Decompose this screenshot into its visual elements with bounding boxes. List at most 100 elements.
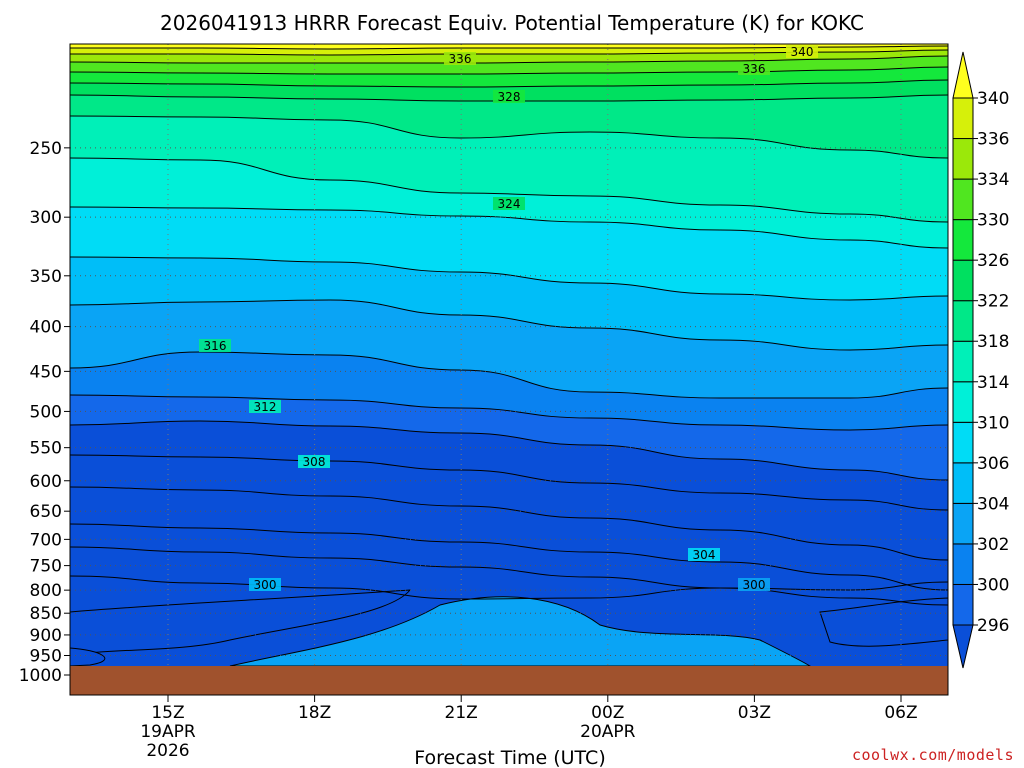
colorbar-label: 340 [977, 89, 1009, 109]
colorbar-label: 296 [977, 616, 1009, 636]
x-axis-label: Forecast Time (UTC) [414, 747, 605, 768]
contour-line [70, 256, 948, 301]
contour-label: 300 [743, 578, 766, 592]
contour-labels: 340 336 336 328 324 316 312 308 304 300 300 [199, 45, 818, 592]
contour-label-bg [493, 197, 525, 210]
colorbar-bottom-arrow [952, 624, 974, 669]
contour-label-bg [786, 45, 818, 58]
x-tick-label: 06Z [884, 703, 917, 723]
x-tick-year: 2026 [146, 741, 189, 761]
chart-title: 2026041913 HRRR Forecast Equiv. Potentia… [160, 11, 864, 35]
colorbar-segment [952, 259, 974, 302]
contour-label: 324 [498, 197, 521, 211]
contour-label: 304 [693, 548, 716, 562]
plot-frame [69, 43, 949, 696]
contour-label: 312 [254, 400, 277, 414]
colorbar-segment [952, 502, 974, 545]
colorbar-segment [952, 300, 974, 342]
colorbar-segment [952, 583, 974, 626]
contour-label-bg [199, 339, 231, 352]
theta-e-band [819, 597, 948, 647]
x-tick-label: 18Z [298, 703, 331, 723]
contour-label: 340 [791, 45, 814, 59]
theta-e-band [229, 596, 811, 666]
colorbar-label: 314 [977, 373, 1009, 393]
contour-line [70, 79, 948, 88]
colorbar-segment [952, 421, 974, 464]
contour-line [70, 299, 948, 351]
theta-e-band [70, 647, 106, 666]
colorbar-segment [952, 543, 974, 585]
contour-label: 308 [303, 455, 326, 469]
contour-label: 316 [204, 339, 227, 353]
colorbar-segment [952, 462, 974, 504]
colorbar-segment [952, 138, 974, 180]
y-tick-label: 850 [30, 604, 62, 624]
x-tick-date: 20APR [580, 722, 636, 742]
plot-area [69, 43, 949, 696]
y-tick-label: 1000 [19, 666, 62, 686]
contour-line [70, 157, 948, 223]
colorbar-segment [952, 97, 974, 140]
colorbar-segment [952, 219, 974, 261]
contour-label-bg [249, 578, 281, 591]
colorbar-label: 304 [977, 494, 1009, 514]
colorbar-segment [952, 178, 974, 221]
y-tick-label: 950 [30, 646, 62, 666]
colorbar-label: 318 [977, 332, 1009, 352]
contour-line [70, 206, 948, 249]
colorbar-label: 302 [977, 535, 1009, 555]
y-tick-label: 700 [30, 530, 62, 550]
contour-line [70, 115, 948, 159]
x-tick-label: 03Z [738, 703, 771, 723]
colorbar-label: 330 [977, 211, 1009, 231]
colorbar-label: 322 [977, 292, 1009, 312]
contour-line [70, 486, 948, 561]
contour-line [70, 394, 948, 431]
colorbar-label: 310 [977, 413, 1009, 433]
colorbar-label: 300 [977, 575, 1009, 595]
contour-line [70, 546, 948, 606]
y-tick-label: 400 [30, 318, 62, 338]
contour-line [70, 454, 948, 511]
contour-lines [70, 45, 948, 606]
contour-label-bg [688, 548, 720, 561]
contour-label: 300 [254, 578, 277, 592]
y-tick-label: 450 [30, 362, 62, 382]
contour-line [70, 523, 948, 591]
colorbar-segment [952, 381, 974, 423]
y-axis: 2503003504004505005506006507007508008509… [19, 139, 70, 686]
contour-line [70, 55, 948, 64]
y-tick-label: 250 [30, 139, 62, 159]
colorbar: 296 300 302 304 306 310 314 318 322 326 330 334 336 3… [952, 51, 1009, 669]
x-tick-label: 21Z [445, 703, 478, 723]
contour-label-bg [493, 90, 525, 103]
contour-line [70, 420, 948, 481]
theta-e-bands [70, 44, 948, 666]
y-tick-label: 750 [30, 557, 62, 577]
y-tick-label: 500 [30, 402, 62, 422]
y-tick-label: 300 [30, 208, 62, 228]
y-tick-label: 900 [30, 626, 62, 646]
y-tick-label: 800 [30, 581, 62, 601]
colorbar-label: 326 [977, 251, 1009, 271]
ground-mask [70, 666, 948, 695]
colorbar-top-arrow [952, 51, 974, 99]
colorbar-segment [952, 340, 974, 383]
contour-label: 328 [498, 90, 521, 104]
theta-e-band [70, 589, 412, 656]
colorbar-label: 336 [977, 130, 1009, 150]
contour-label-bg [738, 578, 770, 591]
contour-label: 336 [449, 52, 472, 66]
x-tick-label: 00Z [591, 703, 624, 723]
x-tick-date: 19APR [140, 722, 196, 742]
credit-text: coolwx.com/models [852, 746, 1014, 764]
y-tick-label: 350 [30, 267, 62, 287]
contour-line [70, 66, 948, 75]
y-tick-label: 600 [30, 472, 62, 492]
x-tick-label: 15Z [151, 703, 184, 723]
colorbar-label: 334 [977, 170, 1009, 190]
contour-line [70, 351, 948, 399]
